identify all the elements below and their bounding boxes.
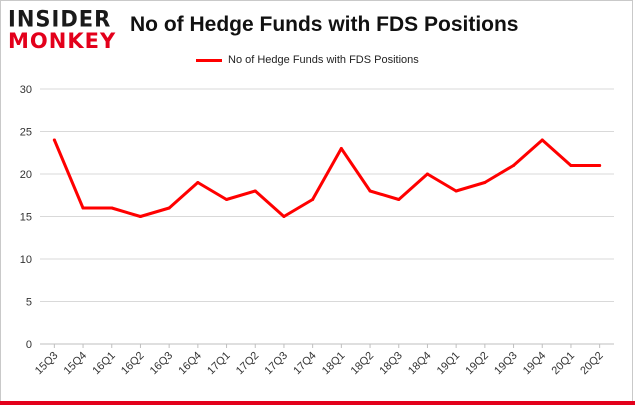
footer-red-rule xyxy=(0,401,635,405)
y-tick-label: 5 xyxy=(26,297,32,309)
data-point xyxy=(167,206,171,210)
data-point xyxy=(282,215,286,218)
logo-monkey-text: MONKEY xyxy=(8,29,117,53)
x-tick-label: 18Q2 xyxy=(349,350,377,378)
legend-label: No of Hedge Funds with FDS Positions xyxy=(228,54,419,66)
data-point xyxy=(311,198,315,201)
data-point xyxy=(225,198,229,201)
data-point xyxy=(540,138,544,142)
x-tick-label: 17Q4 xyxy=(291,350,319,378)
x-tick-label: 16Q3 xyxy=(148,350,176,378)
data-point xyxy=(196,181,200,184)
y-tick-label: 10 xyxy=(20,254,32,266)
logo-insider-text: INSIDER xyxy=(8,6,112,32)
y-tick-label: 30 xyxy=(20,84,32,96)
data-point xyxy=(339,147,343,150)
x-tick-label: 19Q1 xyxy=(435,350,463,378)
x-tick-label: 19Q2 xyxy=(463,350,491,378)
x-tick-label: 17Q3 xyxy=(263,350,291,378)
data-point xyxy=(569,164,573,167)
x-tick-label: 18Q4 xyxy=(406,350,434,378)
data-point xyxy=(52,138,56,142)
data-point xyxy=(454,189,458,193)
x-tick-label: 15Q3 xyxy=(33,350,61,378)
x-tick-label: 18Q3 xyxy=(377,350,405,378)
series-line xyxy=(52,138,602,218)
x-tick-label: 19Q3 xyxy=(492,350,520,378)
data-point xyxy=(110,206,114,210)
data-point xyxy=(81,206,85,210)
x-tick-label: 18Q1 xyxy=(320,350,348,378)
data-point xyxy=(425,172,429,176)
x-tick-label: 16Q1 xyxy=(90,350,118,378)
y-tick-label: 25 xyxy=(20,127,32,139)
x-tick-label: 16Q4 xyxy=(176,350,204,378)
chart-title: No of Hedge Funds with FDS Positions xyxy=(130,13,519,36)
y-tick-label: 15 xyxy=(20,212,32,224)
y-tick-label: 0 xyxy=(26,339,32,351)
data-point xyxy=(138,215,142,218)
chart-legend: No of Hedge Funds with FDS Positions xyxy=(196,54,419,66)
x-tick-label: 20Q2 xyxy=(578,350,606,378)
data-point xyxy=(368,189,372,193)
data-point xyxy=(598,164,602,167)
x-tick-label: 15Q4 xyxy=(62,350,90,378)
x-tick-label: 17Q2 xyxy=(234,350,262,378)
legend-swatch xyxy=(196,58,222,62)
data-point xyxy=(253,189,257,193)
x-tick-label: 20Q1 xyxy=(550,350,578,378)
y-tick-label: 20 xyxy=(20,169,32,181)
x-tick-label: 17Q1 xyxy=(205,350,233,378)
data-point xyxy=(512,164,516,167)
data-point xyxy=(397,198,401,201)
x-tick-label: 19Q4 xyxy=(521,350,549,378)
data-point xyxy=(483,181,487,184)
x-tick-label: 16Q2 xyxy=(119,350,147,378)
